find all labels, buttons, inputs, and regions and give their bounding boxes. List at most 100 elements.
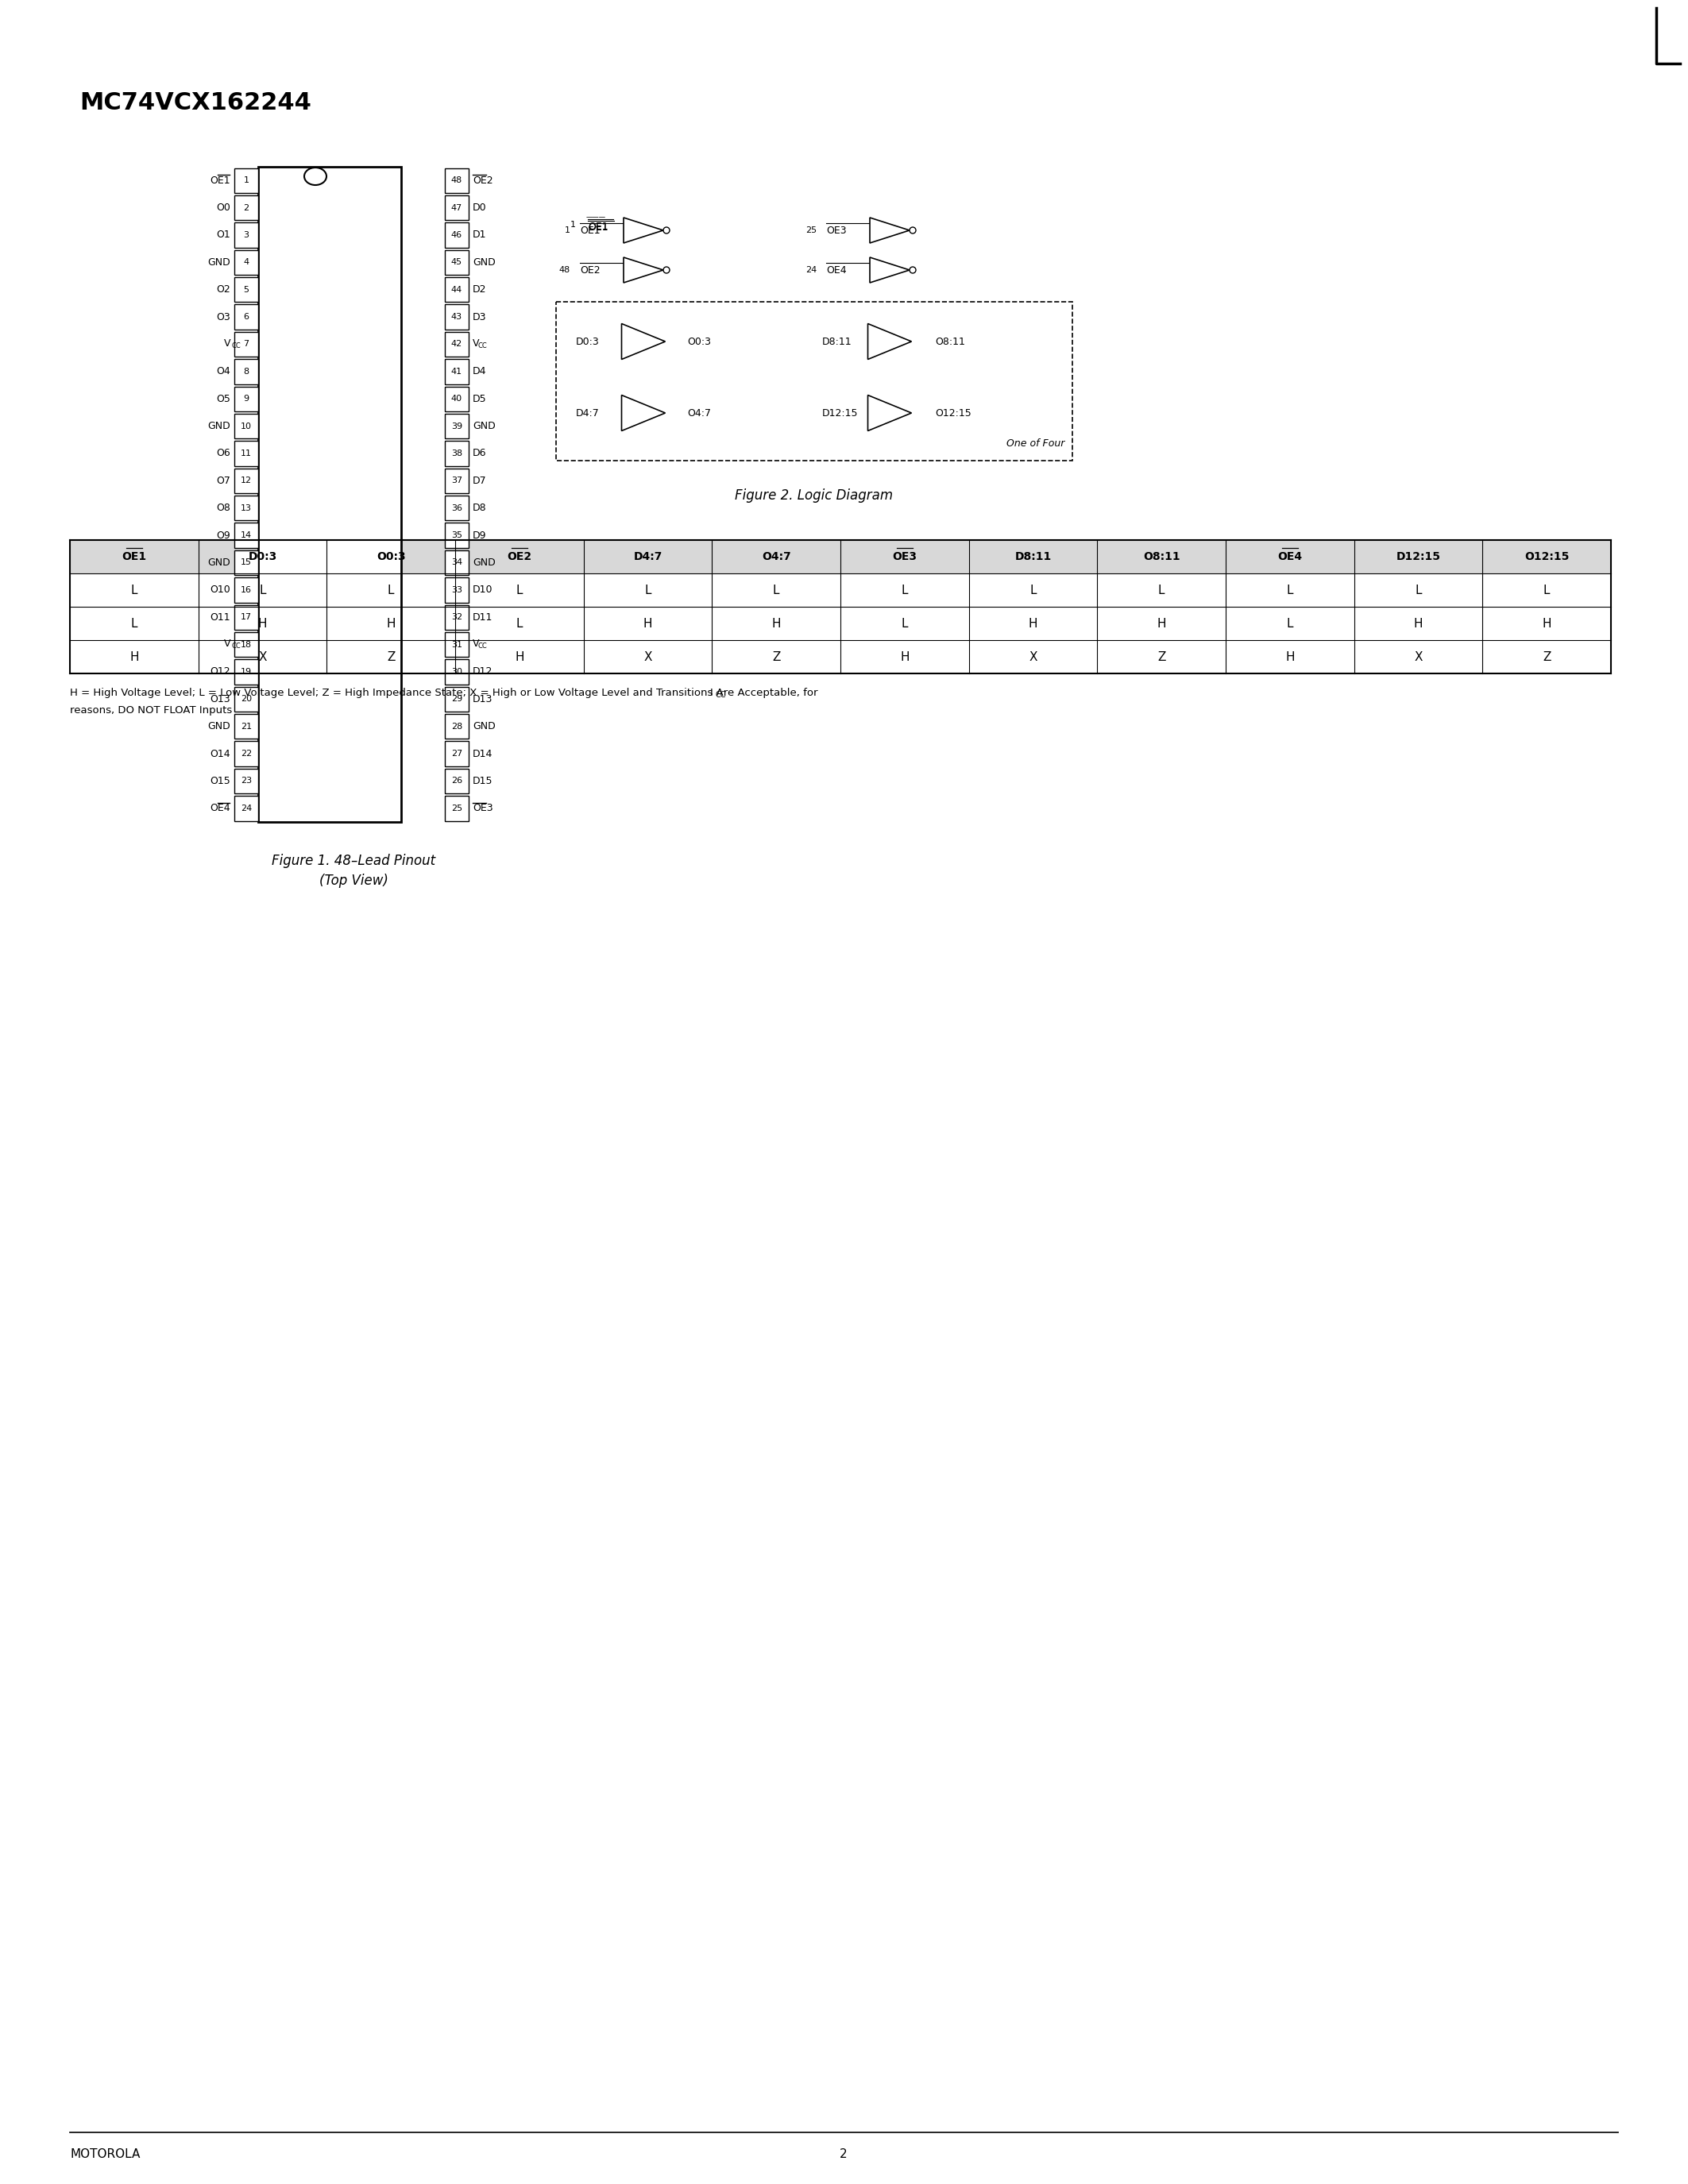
Text: 11: 11 (241, 450, 252, 456)
Text: 39: 39 (451, 422, 463, 430)
Bar (446, 441, 469, 465)
Text: OE3: OE3 (893, 550, 917, 561)
Polygon shape (623, 258, 663, 282)
Text: O15: O15 (209, 775, 230, 786)
Text: CC: CC (478, 642, 488, 649)
Text: GND: GND (208, 557, 230, 568)
Text: 41: 41 (451, 367, 463, 376)
Text: OE1: OE1 (122, 550, 147, 561)
Bar (69, 539, 1610, 574)
Bar (446, 168, 469, 192)
Text: 2: 2 (243, 203, 250, 212)
Text: 23: 23 (241, 778, 252, 784)
Text: L: L (645, 583, 652, 596)
Text: D8:11: D8:11 (1014, 550, 1052, 561)
Text: D7: D7 (473, 476, 486, 485)
Text: H = High Voltage Level; L = Low Voltage Level; Z = High Impedance State; X = Hig: H = High Voltage Level; L = Low Voltage … (69, 688, 820, 699)
Bar (235, 358, 258, 384)
Bar (235, 550, 258, 574)
Text: 1: 1 (571, 221, 576, 229)
Text: V: V (223, 339, 230, 349)
Text: D12:15: D12:15 (1396, 550, 1440, 561)
Text: L: L (1286, 618, 1293, 629)
Text: D11: D11 (473, 612, 493, 622)
Text: CC: CC (231, 343, 241, 349)
Bar (446, 769, 469, 793)
Text: Z: Z (1543, 651, 1551, 662)
Text: OE1: OE1 (581, 225, 601, 236)
Bar (446, 686, 469, 712)
Circle shape (910, 227, 917, 234)
Text: O7: O7 (216, 476, 230, 485)
Text: L: L (130, 618, 137, 629)
Bar (235, 277, 258, 301)
Text: 24: 24 (805, 266, 817, 273)
Text: O6: O6 (216, 448, 230, 459)
Text: 18: 18 (241, 640, 252, 649)
Text: O12:15: O12:15 (935, 408, 971, 417)
Text: GND: GND (208, 258, 230, 266)
Bar (446, 249, 469, 275)
Text: V: V (473, 339, 479, 349)
Text: O3: O3 (216, 312, 230, 321)
Bar (235, 686, 258, 712)
Bar (235, 769, 258, 793)
Text: 40: 40 (451, 395, 463, 402)
Text: 29: 29 (451, 695, 463, 703)
Text: CC: CC (231, 642, 241, 649)
Text: D15: D15 (473, 775, 493, 786)
Text: (Top View): (Top View) (319, 874, 388, 889)
Text: O1: O1 (216, 229, 230, 240)
Bar (235, 605, 258, 629)
Text: 44: 44 (451, 286, 463, 293)
Text: Figure 1. 48–Lead Pinout: Figure 1. 48–Lead Pinout (272, 854, 436, 867)
Text: OE2: OE2 (473, 175, 493, 186)
Text: OE2: OE2 (581, 264, 601, 275)
Bar (446, 577, 469, 603)
Text: O2: O2 (216, 284, 230, 295)
Text: O4:7: O4:7 (761, 550, 790, 561)
Text: L: L (1543, 583, 1550, 596)
Text: L: L (1158, 583, 1165, 596)
Text: 38: 38 (451, 450, 463, 456)
Bar (235, 332, 258, 356)
Text: H: H (515, 651, 523, 662)
Text: GND: GND (473, 422, 496, 430)
Text: H: H (130, 651, 138, 662)
Bar (235, 467, 258, 494)
Text: OE1: OE1 (587, 223, 608, 232)
Bar (235, 714, 258, 738)
Text: L: L (517, 618, 523, 629)
Text: 22: 22 (241, 749, 252, 758)
Text: CC: CC (716, 690, 726, 699)
Text: O9: O9 (216, 531, 230, 539)
Bar (235, 304, 258, 330)
Text: D12: D12 (473, 666, 493, 677)
Bar (235, 660, 258, 684)
Text: GND: GND (208, 721, 230, 732)
Text: D10: D10 (473, 585, 493, 594)
Text: 5: 5 (243, 286, 250, 293)
Text: H: H (1543, 618, 1551, 629)
Bar (235, 413, 258, 439)
Text: Z: Z (771, 651, 780, 662)
Bar (235, 496, 258, 520)
Bar (446, 467, 469, 494)
Polygon shape (621, 323, 665, 360)
Text: H: H (771, 618, 782, 629)
Text: X: X (643, 651, 652, 662)
Bar (235, 795, 258, 821)
Polygon shape (868, 323, 912, 360)
Text: 1: 1 (243, 177, 250, 183)
Text: One of Four: One of Four (1006, 439, 1065, 448)
Text: OE4: OE4 (209, 804, 230, 812)
Text: 34: 34 (451, 559, 463, 566)
Text: GND: GND (208, 422, 230, 430)
Bar (235, 631, 258, 657)
Bar (446, 714, 469, 738)
Polygon shape (869, 258, 910, 282)
Text: L: L (1030, 583, 1036, 596)
Text: 10: 10 (241, 422, 252, 430)
Bar (446, 496, 469, 520)
Text: 43: 43 (451, 312, 463, 321)
